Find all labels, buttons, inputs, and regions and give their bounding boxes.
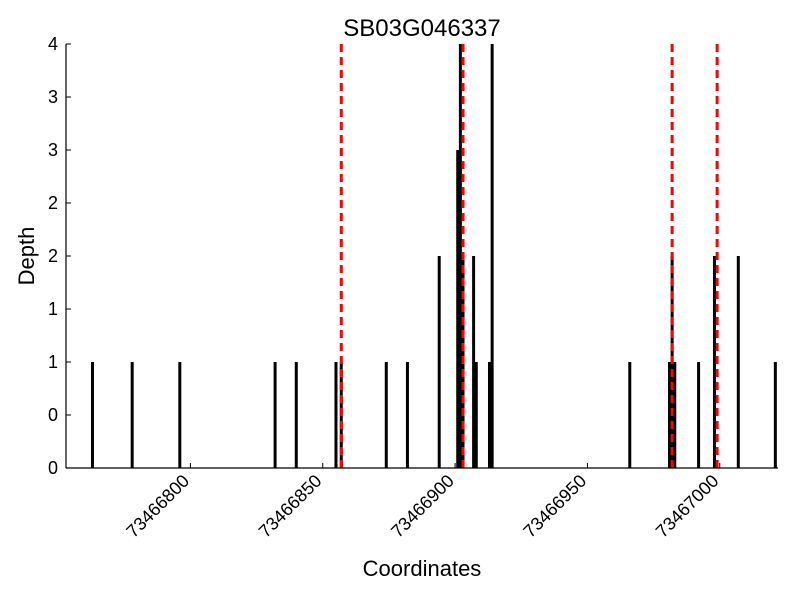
depth-bar [673,362,677,468]
y-tick-label: 1 [48,352,58,372]
y-tick-label: 3 [48,140,58,160]
depth-bar [773,362,777,468]
depth-bar [437,256,441,468]
depth-bar [487,362,491,468]
depth-bar [712,256,716,468]
depth-bar [90,362,94,468]
depth-bar [294,362,298,468]
depth-bar [667,362,671,468]
markers-layer [339,44,719,468]
y-tick-label: 0 [48,458,58,478]
y-tick-label: 2 [48,246,58,266]
depth-bar [273,362,277,468]
depth-bar [472,256,476,468]
depth-bar [334,362,338,468]
depth-bar [456,150,460,468]
depth-bar [697,362,701,468]
depth-bar [458,44,462,468]
x-axis-label: Coordinates [363,556,482,581]
y-tick-label: 3 [48,87,58,107]
chart-title: SB03G046337 [343,15,500,42]
y-tick-label: 2 [48,193,58,213]
y-tick-label: 1 [48,299,58,319]
depth-bar [474,362,478,468]
depth-bar [178,362,182,468]
depth-bar [405,362,409,468]
depth-bar [736,256,740,468]
depth-bar [628,362,632,468]
y-tick-label: 4 [48,34,58,54]
depth-bar [490,44,494,468]
depth-bar [130,362,134,468]
y-tick-label: 0 [48,405,58,425]
y-axis-label: Depth [14,227,39,286]
depth-bar [384,362,388,468]
